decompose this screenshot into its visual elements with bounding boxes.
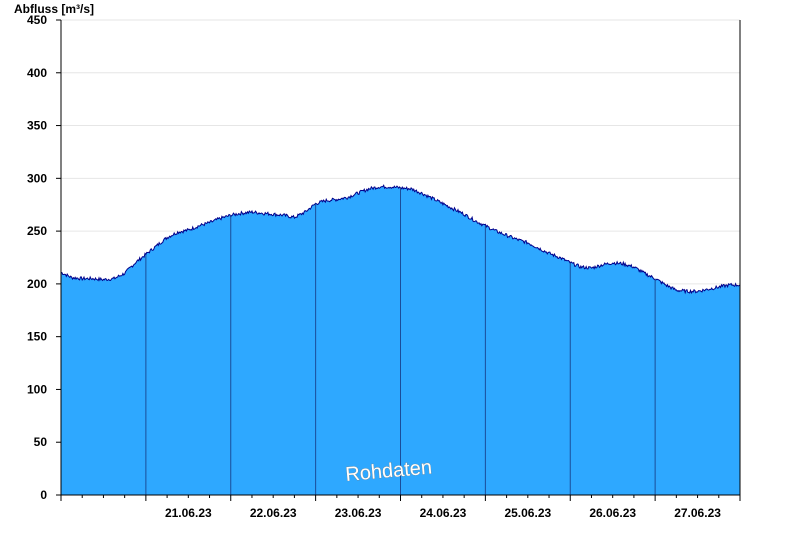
y-tick-label: 450 [27, 13, 47, 27]
y-tick-label: 0 [40, 488, 47, 502]
y-ticks: 0 50 100 150 200 250 300 350 400 450 [27, 13, 61, 502]
y-tick-label: 50 [34, 435, 48, 449]
y-tick-label: 300 [27, 171, 47, 185]
y-tick-label: 100 [27, 382, 47, 396]
y-axis-label: Abfluss [m³/s] [14, 2, 94, 16]
y-tick-label: 200 [27, 277, 47, 291]
y-tick-label: 250 [27, 224, 47, 238]
x-tick-label: 23.06.23 [335, 506, 382, 520]
x-tick-label: 25.06.23 [504, 506, 551, 520]
x-tick-label: 27.06.23 [674, 506, 721, 520]
x-ticks: 21.06.23 22.06.23 23.06.23 24.06.23 25.06.23… [60, 495, 741, 520]
x-tick-label: 22.06.23 [250, 506, 297, 520]
x-tick-label: 26.06.23 [589, 506, 636, 520]
y-tick-label: 150 [27, 330, 47, 344]
x-tick-label: 21.06.23 [165, 506, 212, 520]
day-separator-lines [145, 187, 656, 495]
x-tick-label: 24.06.23 [420, 506, 467, 520]
y-tick-label: 350 [27, 119, 47, 133]
y-tick-label: 400 [27, 66, 47, 80]
